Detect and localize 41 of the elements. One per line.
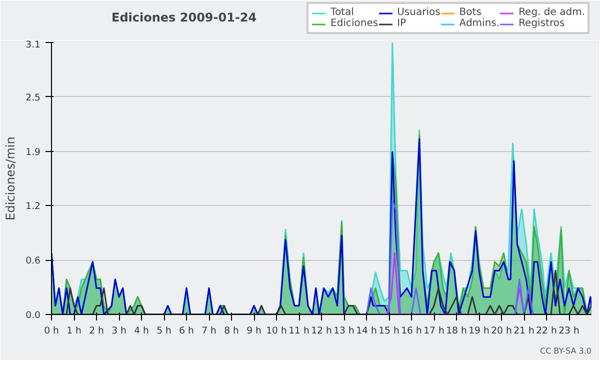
x-tick-label: 10 h [266, 326, 287, 336]
x-tick-label: 7 h [202, 326, 216, 336]
y-tick-label: 2.5 [26, 92, 41, 104]
x-tick-label: 4 h [134, 326, 149, 336]
legend-label: Bots [459, 7, 482, 18]
x-tick-label: 16 h [401, 326, 422, 336]
x-tick-label: 17 h [424, 326, 444, 336]
x-tick-label: 2 h [89, 326, 104, 336]
legend-label: IP [397, 18, 408, 29]
legend-label: Reg. de adm. [518, 7, 585, 18]
x-tick-label: 0 h [44, 326, 59, 336]
chart-title: Ediciones 2009-01-24 [112, 10, 257, 24]
x-tick-label: 11 h [288, 326, 310, 336]
x-tick-label: 8 h [224, 326, 239, 336]
x-tick-label: 15 h [378, 326, 400, 336]
x-tick-label: 6 h [179, 326, 194, 336]
x-tick-label: 5 h [156, 326, 172, 336]
y-tick-label: 1.2 [26, 201, 41, 212]
legend-label: Total [330, 7, 354, 18]
x-tick-label: 3 h [112, 326, 126, 336]
legend-label: Admins. [459, 18, 500, 29]
x-tick-label: 23 h [558, 326, 580, 336]
x-tick-label: 21 h [514, 326, 534, 336]
x-tick-label: 13 h [334, 326, 354, 336]
y-tick-label: 0.0 [26, 310, 41, 321]
x-tick-label: 12 h [311, 326, 332, 336]
legend-label: Registros [518, 18, 565, 29]
x-tick-label: 18 h [446, 326, 467, 336]
y-tick-label: 0.6 [26, 256, 41, 267]
y-axis-title: Ediciones/min [4, 136, 18, 220]
x-tick-label: 20 h [491, 326, 512, 336]
x-tick-label: 22 h [536, 326, 557, 336]
text: CC BY-SA 3.0 [540, 346, 592, 356]
y-tick-label: 1.9 [26, 146, 41, 158]
legend-label: Ediciones [330, 18, 378, 29]
x-tick-label: 14 h [356, 326, 377, 336]
y-tick-label: 3.1 [26, 40, 41, 50]
x-tick-label: 19 h [468, 326, 490, 336]
x-tick-label: 9 h [246, 326, 262, 336]
legend-label: Usuarios [397, 7, 440, 18]
x-tick-label: 1 h [66, 326, 82, 336]
